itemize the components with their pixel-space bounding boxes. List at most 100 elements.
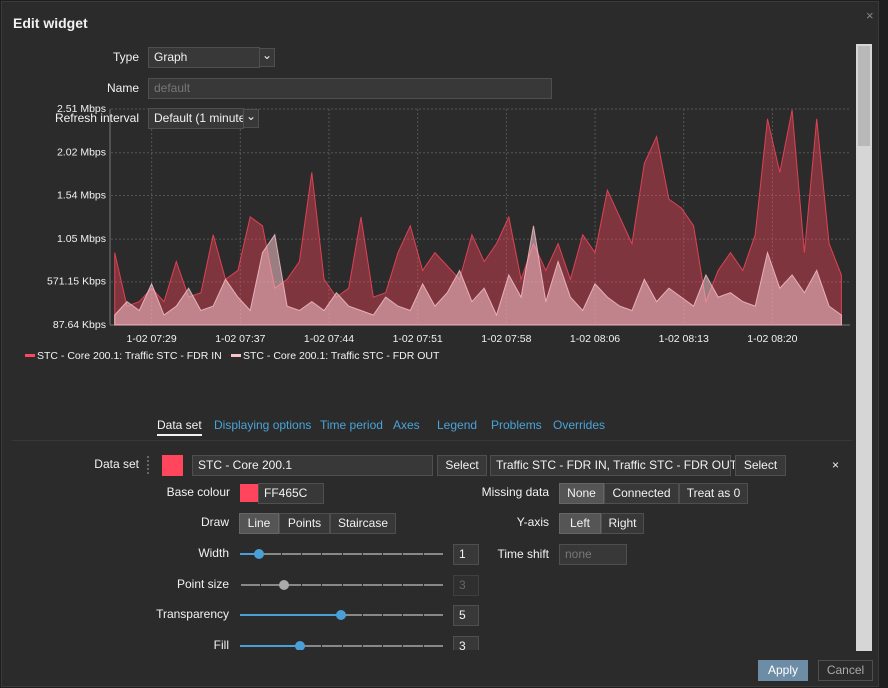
point_size-input[interactable]: 3	[453, 575, 479, 596]
tab[interactable]: Displaying options	[214, 416, 311, 436]
slider-tick	[382, 645, 383, 647]
transparency-label: Transparency	[69, 605, 229, 625]
colour-input[interactable]: FF465C	[258, 483, 324, 504]
tab[interactable]: Axes	[393, 416, 420, 436]
slider-tick	[423, 645, 424, 647]
y-axis-option[interactable]: Left	[559, 513, 601, 534]
y-tick-label: 87.64 Kbps	[53, 319, 106, 331]
tab[interactable]: Data set	[157, 416, 202, 436]
tab[interactable]: Problems	[491, 416, 542, 436]
slider-tick	[443, 584, 444, 586]
width-label: Width	[69, 544, 229, 564]
x-tick-label: 1-02 07:58	[481, 333, 531, 345]
slider-tick	[362, 584, 363, 586]
slider-tick	[281, 553, 282, 555]
host-input[interactable]: STC - Core 200.1	[192, 455, 433, 476]
x-tick-label: 1-02 07:29	[127, 333, 177, 345]
slider-thumb[interactable]	[279, 580, 289, 590]
remove-button[interactable]: ×	[832, 456, 844, 474]
dropdown-arrow[interactable]: ⌄	[243, 109, 259, 128]
transparency-input[interactable]: 5	[453, 605, 479, 626]
dropdown-arrow[interactable]: ⌄	[259, 48, 275, 67]
refresh-label: Refresh interval	[0, 109, 139, 129]
slider-tick	[321, 553, 322, 555]
slider-fill	[240, 645, 300, 647]
select-button[interactable]: Select	[437, 455, 487, 476]
point_size-label: Point size	[69, 575, 229, 595]
tab[interactable]: Legend	[437, 416, 477, 436]
select-button[interactable]: Select	[735, 455, 786, 476]
slider-tick	[382, 614, 383, 616]
type-label: Type	[0, 48, 139, 68]
time-shift-label: Time shift	[389, 545, 549, 565]
slider-tick	[342, 584, 343, 586]
name-label: Name	[0, 79, 139, 99]
x-tick-label: 1-02 08:13	[659, 333, 709, 345]
draw-option[interactable]: Points	[279, 513, 330, 534]
data-set-label: Data set	[0, 455, 139, 475]
slider-tick	[260, 584, 261, 586]
cancel-button[interactable]: Cancel	[818, 660, 873, 681]
slider-tick	[402, 645, 403, 647]
x-tick-label: 1-02 08:20	[747, 333, 797, 345]
slider-tick	[362, 553, 363, 555]
tab-divider	[12, 440, 852, 441]
color-swatch[interactable]	[162, 455, 183, 476]
y-tick-label: 1.54 Mbps	[57, 189, 106, 201]
slider-tick	[382, 584, 383, 586]
slider-tick	[342, 645, 343, 647]
items-input[interactable]: Traffic STC - FDR IN, Traffic STC - FDR …	[490, 455, 731, 476]
slider-thumb[interactable]	[254, 549, 264, 559]
x-tick-label: 1-02 07:44	[304, 333, 354, 345]
missing-data-option[interactable]: None	[559, 483, 604, 504]
tab[interactable]: Time period	[320, 416, 383, 436]
fill-input[interactable]: 3	[453, 636, 479, 650]
slider-tick	[362, 645, 363, 647]
slider-tick	[321, 645, 322, 647]
x-tick-label: 1-02 07:51	[393, 333, 443, 345]
slider-fill	[240, 614, 341, 616]
slider-tick	[423, 584, 424, 586]
draw-option[interactable]: Staircase	[330, 513, 396, 534]
type-select[interactable]: Graph	[148, 47, 260, 68]
slider-tick	[443, 614, 444, 616]
y-tick-label: 2.02 Mbps	[57, 146, 106, 158]
time-shift-input[interactable]: none	[559, 544, 627, 565]
apply-button[interactable]: Apply	[758, 660, 808, 681]
slider-tick	[362, 614, 363, 616]
legend-entry: STC - Core 200.1: Traffic STC - FDR IN	[37, 350, 222, 362]
close-button[interactable]: ×	[866, 6, 874, 25]
drag-handle[interactable]	[147, 456, 153, 474]
y-tick-label: 571.15 Kbps	[47, 276, 106, 288]
missing-data-option[interactable]: Connected	[604, 483, 679, 504]
tab[interactable]: Overrides	[553, 416, 605, 436]
y-axis-label: Y-axis	[389, 513, 549, 533]
refresh-select[interactable]: Default (1 minute)	[148, 108, 244, 129]
slider-tick	[240, 584, 241, 586]
slider-thumb[interactable]	[336, 610, 346, 620]
legend-entry: STC - Core 200.1: Traffic STC - FDR OUT	[243, 350, 440, 362]
dialog-title: Edit widget	[13, 14, 88, 33]
legend-swatch	[25, 354, 35, 357]
draw-option[interactable]: Line	[239, 513, 279, 534]
y-axis-option[interactable]: Right	[601, 513, 644, 534]
draw-label: Draw	[69, 513, 229, 533]
y-tick-label: 1.05 Mbps	[57, 233, 106, 245]
missing-data-option[interactable]: Treat as 0	[679, 483, 748, 504]
slider-tick	[443, 645, 444, 647]
slider-tick	[382, 553, 383, 555]
slider-tick	[321, 584, 322, 586]
slider-tick	[342, 553, 343, 555]
name-input[interactable]: default	[148, 78, 552, 99]
legend-swatch	[231, 354, 241, 357]
fill-label: Fill	[69, 636, 229, 650]
slider-thumb[interactable]	[295, 641, 305, 650]
slider-tick	[301, 584, 302, 586]
slider-tick	[402, 614, 403, 616]
x-tick-label: 1-02 08:06	[570, 333, 620, 345]
slider-tick	[402, 584, 403, 586]
color-swatch[interactable]	[240, 484, 258, 502]
form-area: 87.64 Kbps 571.15 Kbps 1.05 Mbps 1.54 Mbps 2…	[0, 42, 888, 650]
